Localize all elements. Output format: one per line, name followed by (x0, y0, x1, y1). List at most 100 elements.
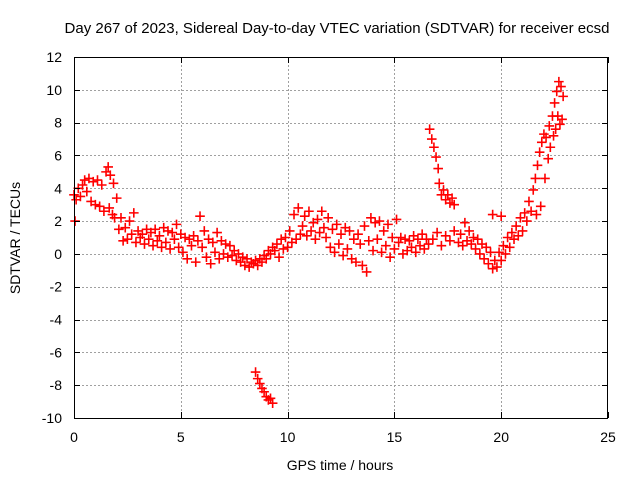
data-point (180, 232, 190, 243)
data-point (500, 249, 511, 259)
data-point (193, 235, 203, 246)
data-point (152, 235, 163, 246)
grid (74, 57, 608, 418)
data-point (536, 137, 547, 148)
y-tick-label: 10 (46, 82, 62, 98)
data-point (433, 163, 443, 174)
data-point (436, 240, 447, 251)
data-point (205, 258, 216, 269)
y-tick-label: -8 (50, 377, 63, 393)
data-point (359, 221, 370, 231)
data-point (165, 244, 175, 254)
data-point (212, 227, 222, 238)
data-point (540, 173, 550, 184)
data-point (114, 224, 124, 235)
data-point (148, 240, 158, 251)
data-point (410, 247, 421, 258)
data-point (122, 234, 133, 244)
data-point (116, 213, 126, 223)
y-tick-label: -6 (50, 344, 63, 360)
data-point (284, 226, 295, 236)
data-point (342, 244, 353, 254)
data-point (267, 398, 278, 409)
chart-title: Day 267 of 2023, Sidereal Day-to-day VTE… (65, 20, 610, 37)
data-point (468, 232, 479, 243)
data-point (240, 260, 250, 271)
data-point (82, 186, 92, 197)
data-point (543, 153, 553, 164)
data-point (417, 229, 427, 240)
data-point (353, 229, 363, 240)
data-point (280, 232, 291, 243)
data-point (496, 211, 506, 221)
data-point (534, 147, 545, 157)
data-point (393, 237, 404, 248)
data-point (554, 76, 564, 87)
data-point (551, 86, 562, 97)
data-point (440, 231, 451, 241)
data-point (368, 245, 378, 256)
data-point (545, 142, 556, 153)
data-point (261, 254, 272, 264)
data-point (528, 185, 539, 195)
data-point (494, 247, 504, 258)
data-point (124, 216, 135, 226)
data-point (108, 178, 119, 189)
data-point (126, 229, 137, 240)
data-point (483, 258, 494, 269)
x-axis-label: GPS time / hours (287, 457, 394, 473)
plot-frame (74, 57, 608, 419)
data-point (357, 260, 368, 271)
data-point (272, 239, 282, 249)
data-point (498, 240, 509, 251)
data-point (535, 201, 546, 212)
y-tick-label: 4 (54, 180, 62, 196)
data-point (438, 185, 449, 195)
data-point (167, 227, 178, 238)
data-point (171, 219, 182, 230)
data-point (104, 203, 115, 213)
data-point (92, 175, 103, 185)
data-point (370, 217, 380, 228)
data-point (507, 227, 517, 238)
data-point (549, 98, 560, 108)
data-point (329, 247, 340, 258)
data-point (306, 226, 316, 236)
data-point (391, 214, 402, 225)
data-point (515, 213, 526, 223)
data-point (544, 121, 555, 131)
data-point (557, 114, 567, 125)
data-point (323, 213, 333, 223)
data-point (424, 124, 435, 134)
data-point (517, 226, 528, 236)
data-point (381, 240, 391, 251)
data-point (186, 240, 197, 251)
x-tick-label: 20 (493, 429, 509, 445)
data-point (312, 214, 323, 225)
data-point (190, 257, 201, 267)
data-point (197, 242, 207, 253)
data-point (331, 219, 342, 230)
data-point (90, 199, 101, 210)
data-series (69, 76, 568, 409)
data-point (105, 170, 116, 180)
data-point (404, 235, 415, 246)
data-point (75, 191, 86, 202)
data-point (131, 237, 141, 248)
data-point (457, 240, 468, 251)
data-point (555, 119, 565, 130)
data-point (376, 247, 387, 258)
data-point (338, 250, 348, 261)
data-point (96, 180, 107, 190)
data-point (363, 235, 374, 246)
data-point (378, 226, 389, 236)
data-point (178, 247, 188, 258)
y-tick-label: 2 (54, 213, 62, 229)
data-point (252, 373, 263, 384)
data-point (137, 229, 148, 240)
data-point (161, 237, 171, 248)
data-point (532, 160, 543, 171)
data-point (361, 267, 372, 277)
data-point (269, 245, 280, 256)
